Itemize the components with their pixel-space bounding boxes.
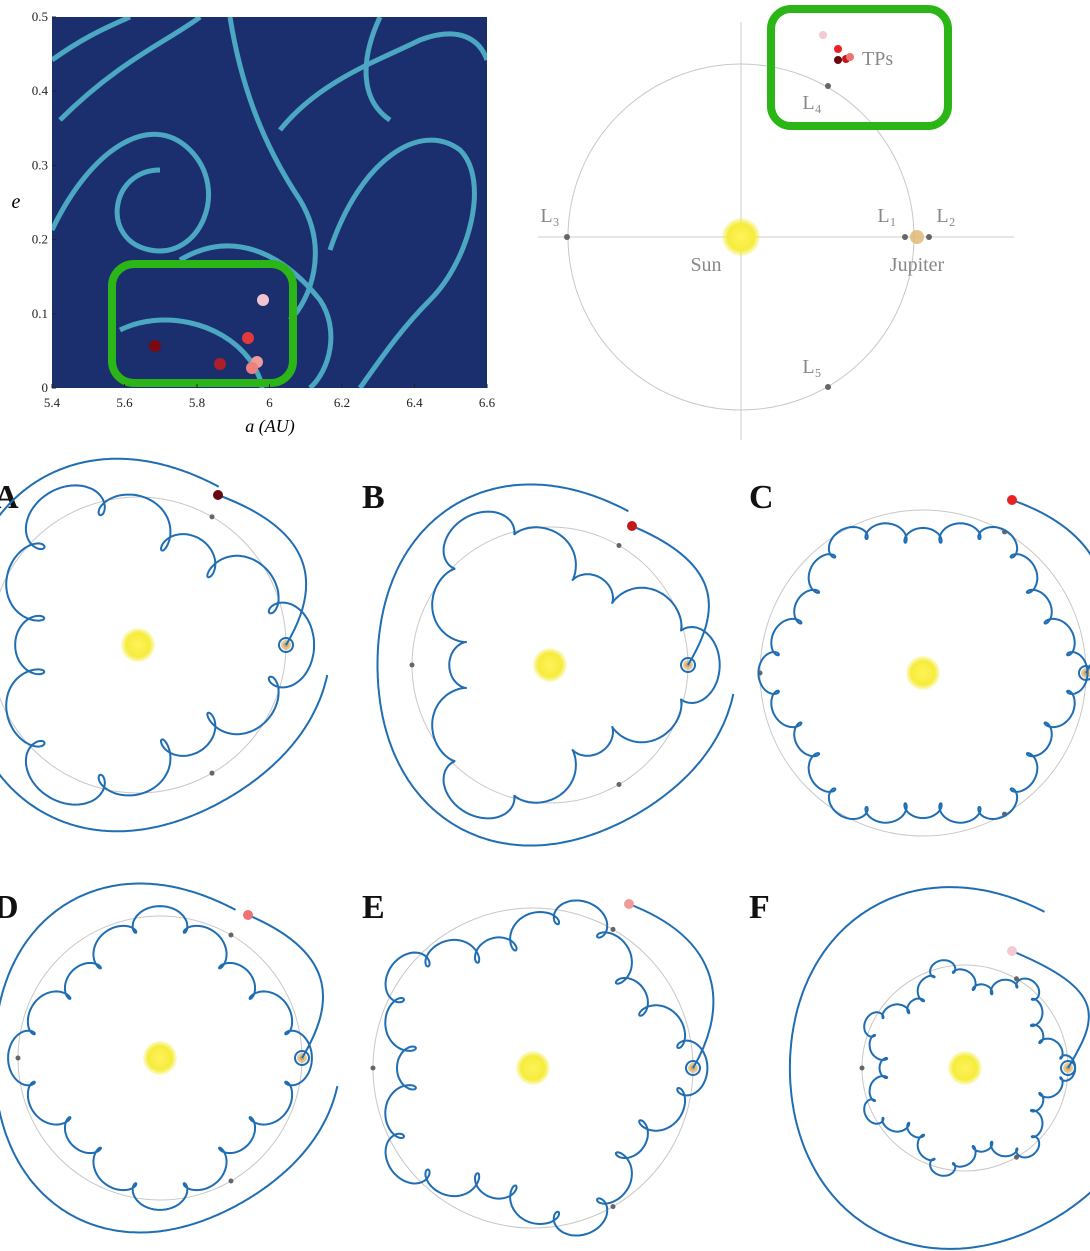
orbit-tail [1012, 951, 1089, 1068]
y-axis-label: e [12, 191, 21, 213]
tp-start [1007, 946, 1017, 956]
sun [948, 1051, 982, 1085]
orbit-panel: E [362, 889, 713, 1236]
lagrange-point [611, 1204, 616, 1209]
x-tick-label: 5.4 [44, 395, 61, 410]
panel-label: D [0, 889, 19, 926]
lagrange-point [617, 543, 622, 548]
lagrange-point [229, 1178, 234, 1183]
panel-label: B [362, 479, 385, 516]
tp-dot [214, 358, 226, 370]
tp-dot [819, 31, 827, 39]
orbit-path [432, 512, 720, 819]
lagrange-point [210, 514, 215, 519]
lagrange-point [371, 1066, 376, 1071]
lagrange-point [902, 234, 908, 240]
jupiter [910, 230, 924, 244]
panel-label: F [749, 889, 770, 926]
sun [143, 1041, 177, 1075]
tp-dot [846, 53, 854, 61]
l5-label: L₅ [802, 356, 821, 378]
sun [121, 628, 155, 662]
tp-start [213, 490, 223, 500]
sun-label: Sun [690, 254, 721, 276]
orbit-tail [632, 526, 709, 665]
tps-label: TPs [862, 48, 893, 70]
orbit-path [790, 887, 1090, 1249]
l2-label: L₂ [936, 205, 955, 227]
lagrange-point [564, 234, 570, 240]
sun [533, 648, 567, 682]
x-tick-label: 5.6 [116, 395, 133, 410]
y-tick-label: 0.2 [32, 232, 48, 247]
x-tick-label: 6 [266, 395, 273, 410]
tp-dot [834, 56, 842, 64]
lagrange-point [825, 384, 831, 390]
lagrange-point [210, 771, 215, 776]
orbit-panel: A [0, 459, 327, 832]
orbit-panel: C [749, 479, 1090, 836]
highlight-box [771, 9, 948, 126]
lagrange-diagram: Sun Jupiter L₁ L₂ L₃ L₄ L₅ TPs [538, 9, 1014, 440]
y-tick-label: 0.3 [32, 157, 48, 172]
x-tick-label: 6.2 [334, 395, 350, 410]
y-tick-label: 0 [42, 380, 49, 395]
lagrange-point [611, 927, 616, 932]
lagrange-point [410, 663, 415, 668]
tp-start [624, 899, 634, 909]
x-tick-label: 5.8 [189, 395, 205, 410]
sun [722, 218, 760, 256]
l4-label: L₄ [802, 92, 821, 114]
orbit-panel: B [362, 479, 733, 846]
tp-dot [246, 362, 258, 374]
tp-dot [834, 45, 842, 53]
y-tick-label: 0.4 [32, 83, 49, 98]
figure: 5.4 5.6 5.8 6 6.2 6.4 6.6 0 0.1 0.2 0.3 0.4 0.5 a (A… [0, 0, 1090, 1251]
l1-label: L₁ [877, 205, 896, 227]
x-tick-label: 6.4 [406, 395, 423, 410]
x-tick-label: 6.6 [479, 395, 496, 410]
y-tick-label: 0.5 [32, 9, 48, 24]
tp-start [243, 910, 253, 920]
l3-label: L₃ [540, 205, 559, 227]
lagrange-point [926, 234, 932, 240]
tp-dot [149, 340, 161, 352]
tp-dot [257, 294, 269, 306]
panel-label: E [362, 889, 385, 926]
orbit-tail [248, 915, 323, 1058]
lagrange-point [229, 933, 234, 938]
tp-start [627, 521, 637, 531]
lagrange-point [825, 83, 831, 89]
lagrange-point [860, 1066, 865, 1071]
y-tick-label: 0.1 [32, 306, 48, 321]
orbit-panel: D [0, 884, 337, 1233]
orbit-panel: F [749, 887, 1090, 1249]
sun [516, 1051, 550, 1085]
orbit-tail [218, 495, 306, 645]
orbit-path [6, 485, 314, 804]
lagrange-point [16, 1056, 21, 1061]
tp-start [1007, 495, 1017, 505]
lagrange-point [617, 782, 622, 787]
heatmap: 5.4 5.6 5.8 6 6.2 6.4 6.6 0 0.1 0.2 0.3 0.4 0.5 a (A… [12, 9, 496, 437]
tp-dot [242, 332, 254, 344]
panel-label: C [749, 479, 774, 516]
orbit-tail [1012, 500, 1090, 673]
sun [906, 656, 940, 690]
x-axis-label: a (AU) [245, 416, 294, 437]
jupiter-label: Jupiter [890, 254, 945, 276]
